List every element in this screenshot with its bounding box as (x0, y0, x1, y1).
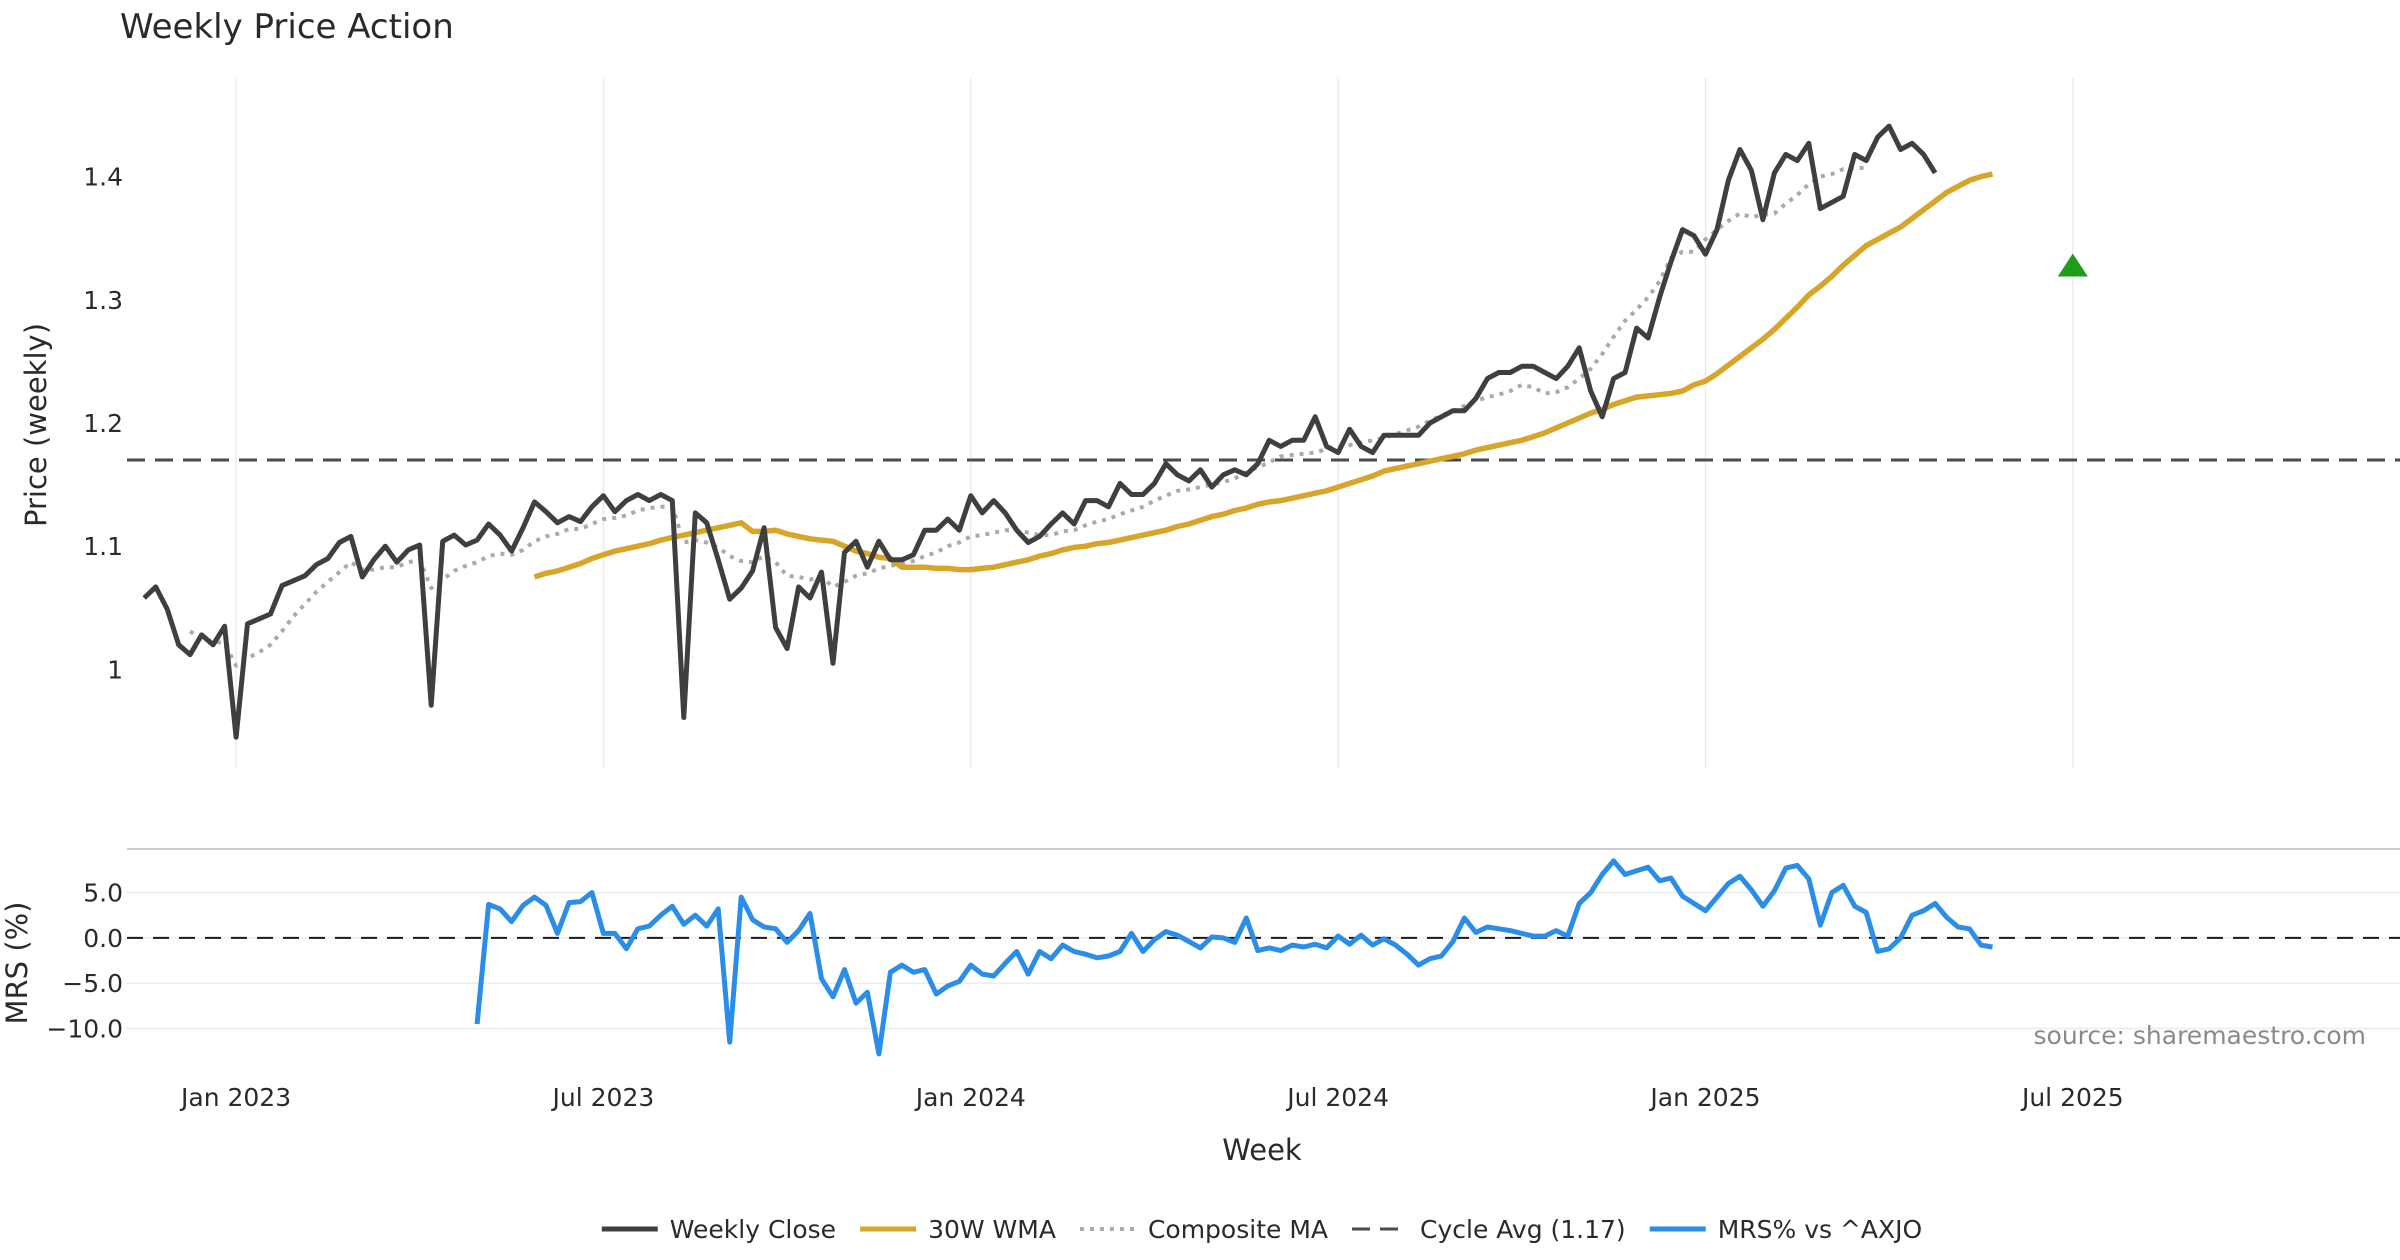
x-tick-label: Jan 2025 (1648, 1083, 1760, 1112)
price-y-axis-label: Price (weekly) (19, 323, 53, 527)
mrs-y-tick-label: −5.0 (62, 969, 123, 998)
composite-ma-line (188, 165, 1867, 668)
mrs-y-tick-label: 5.0 (83, 879, 123, 908)
mrs-series (474, 858, 1993, 1057)
x-axis-ticks: Jan 2023 Jul 2023 Jan 2024 Jul 2024 Jan 2025… (179, 1083, 2124, 1112)
mrs-gridlines (127, 891, 2400, 1030)
x-tick-label: Jan 2023 (179, 1083, 291, 1112)
30w-wma-line (533, 171, 1994, 580)
price-y-tick-label: 1.3 (83, 286, 123, 315)
x-tick-label: Jul 2023 (551, 1083, 655, 1112)
mrs-y-tick-label: 0.0 (83, 924, 123, 953)
mrs-panel: 5.0 0.0 −5.0 −10.0 MRS (%) source: sharemae… (0, 848, 2400, 1057)
x-tick-label: Jan 2024 (914, 1083, 1026, 1112)
mrs-y-ticks: 5.0 0.0 −5.0 −10.0 (46, 879, 123, 1044)
price-y-tick-label: 1 (107, 655, 123, 684)
legend-label: Cycle Avg (1.17) (1420, 1215, 1626, 1244)
price-panel: 1 1.1 1.2 1.3 1.4 Price (weekly) (19, 78, 2400, 768)
legend-label: Composite MA (1148, 1215, 1328, 1244)
price-y-ticks: 1 1.1 1.2 1.3 1.4 (83, 163, 123, 685)
source-credit: source: sharemaestro.com (2034, 1021, 2367, 1050)
mrs-line (474, 858, 1993, 1057)
price-gridlines (235, 78, 2074, 768)
price-series (142, 123, 1994, 740)
mrs-y-axis-label: MRS (%) (0, 902, 34, 1025)
price-y-tick-label: 1.4 (83, 163, 123, 192)
buy-signal-triangle-icon (2057, 253, 2088, 277)
legend-label: Weekly Close (670, 1215, 836, 1244)
price-y-tick-label: 1.1 (83, 532, 123, 561)
weekly-close-line (142, 123, 1938, 740)
legend-label: MRS% vs ^AXJO (1718, 1215, 1923, 1244)
mrs-y-tick-label: −10.0 (46, 1015, 123, 1044)
legend: Weekly Close 30W WMA Composite MA Cycle Avg… (601, 1215, 1923, 1244)
price-y-tick-label: 1.2 (83, 409, 123, 438)
x-tick-label: Jul 2025 (2020, 1083, 2124, 1112)
x-tick-label: Jul 2024 (1285, 1083, 1389, 1112)
x-axis-label: Week (1222, 1133, 1302, 1167)
chart-title: Weekly Price Action (120, 7, 454, 47)
legend-label: 30W WMA (928, 1215, 1056, 1244)
